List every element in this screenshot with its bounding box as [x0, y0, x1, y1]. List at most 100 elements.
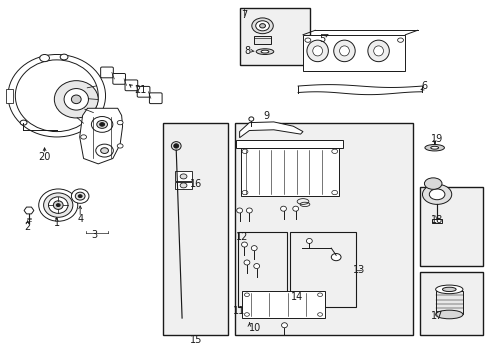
- Ellipse shape: [43, 193, 73, 217]
- Text: 2: 2: [24, 222, 31, 231]
- Text: 21: 21: [134, 85, 146, 95]
- Ellipse shape: [244, 313, 249, 316]
- Ellipse shape: [241, 242, 247, 247]
- Bar: [236, 140, 343, 148]
- Ellipse shape: [330, 253, 340, 261]
- Text: 11: 11: [232, 306, 244, 315]
- Polygon shape: [24, 207, 34, 214]
- Ellipse shape: [117, 121, 123, 125]
- Ellipse shape: [430, 146, 438, 149]
- Ellipse shape: [317, 313, 322, 316]
- Bar: [239, 8, 310, 65]
- Ellipse shape: [312, 46, 322, 56]
- Ellipse shape: [373, 46, 383, 56]
- Text: 10: 10: [248, 323, 261, 333]
- Ellipse shape: [173, 144, 178, 148]
- Ellipse shape: [251, 18, 273, 34]
- Ellipse shape: [246, 208, 252, 213]
- Ellipse shape: [71, 95, 81, 104]
- Ellipse shape: [78, 195, 82, 198]
- Text: 17: 17: [430, 311, 443, 320]
- Bar: [174, 182, 192, 189]
- FancyBboxPatch shape: [137, 86, 150, 97]
- Ellipse shape: [331, 190, 337, 195]
- Ellipse shape: [171, 141, 181, 150]
- Ellipse shape: [60, 54, 68, 60]
- Bar: [238, 232, 286, 307]
- Text: 3: 3: [91, 230, 97, 239]
- Ellipse shape: [128, 82, 134, 88]
- Ellipse shape: [8, 54, 105, 137]
- Ellipse shape: [367, 40, 388, 62]
- Ellipse shape: [292, 206, 298, 211]
- Ellipse shape: [20, 120, 27, 125]
- Ellipse shape: [424, 144, 444, 151]
- Ellipse shape: [64, 89, 88, 110]
- Bar: [303, 35, 405, 71]
- Ellipse shape: [255, 21, 269, 31]
- Ellipse shape: [306, 238, 312, 243]
- Ellipse shape: [96, 144, 113, 157]
- Ellipse shape: [428, 189, 444, 200]
- Polygon shape: [80, 108, 122, 164]
- Ellipse shape: [97, 121, 107, 129]
- Ellipse shape: [306, 40, 328, 62]
- Ellipse shape: [256, 49, 273, 54]
- Ellipse shape: [280, 206, 286, 211]
- Bar: [253, 36, 271, 44]
- Text: 9: 9: [263, 111, 269, 121]
- Ellipse shape: [317, 293, 322, 297]
- Ellipse shape: [104, 69, 110, 75]
- Bar: [234, 123, 412, 335]
- Ellipse shape: [305, 38, 310, 42]
- Text: 12: 12: [236, 232, 248, 242]
- Ellipse shape: [435, 310, 462, 319]
- Text: 18: 18: [430, 215, 442, 225]
- Ellipse shape: [442, 287, 455, 292]
- Ellipse shape: [141, 89, 146, 95]
- Bar: [241, 148, 338, 196]
- Ellipse shape: [81, 135, 86, 139]
- Bar: [174, 171, 192, 181]
- Text: 14: 14: [290, 292, 303, 302]
- Ellipse shape: [39, 189, 78, 221]
- Ellipse shape: [153, 95, 158, 101]
- Text: 19: 19: [430, 134, 442, 144]
- FancyBboxPatch shape: [113, 73, 125, 84]
- Ellipse shape: [251, 246, 257, 251]
- Text: 1: 1: [54, 218, 60, 228]
- Ellipse shape: [71, 189, 89, 203]
- Bar: [5, 89, 13, 103]
- Bar: [419, 187, 483, 266]
- Ellipse shape: [117, 144, 123, 148]
- Text: 8: 8: [244, 46, 249, 56]
- Polygon shape: [239, 122, 303, 138]
- Bar: [289, 232, 355, 307]
- Ellipse shape: [180, 183, 186, 188]
- Text: 16: 16: [189, 179, 202, 189]
- Ellipse shape: [91, 117, 113, 132]
- Bar: [431, 219, 441, 223]
- Ellipse shape: [248, 117, 253, 121]
- Text: 6: 6: [421, 81, 427, 91]
- Ellipse shape: [244, 293, 249, 297]
- Text: 20: 20: [39, 152, 51, 162]
- Ellipse shape: [75, 192, 85, 200]
- Ellipse shape: [54, 81, 98, 118]
- Bar: [242, 291, 325, 318]
- Ellipse shape: [100, 123, 104, 126]
- Ellipse shape: [259, 24, 265, 28]
- Bar: [435, 291, 462, 315]
- Ellipse shape: [236, 208, 242, 213]
- Ellipse shape: [15, 60, 98, 132]
- Ellipse shape: [53, 201, 63, 210]
- Text: 4: 4: [77, 215, 83, 224]
- Text: 5: 5: [319, 35, 325, 44]
- Text: 15: 15: [189, 334, 202, 345]
- Ellipse shape: [242, 190, 247, 195]
- Ellipse shape: [180, 174, 186, 179]
- Ellipse shape: [331, 149, 337, 153]
- Ellipse shape: [281, 323, 287, 328]
- Ellipse shape: [116, 76, 122, 82]
- Ellipse shape: [244, 260, 249, 265]
